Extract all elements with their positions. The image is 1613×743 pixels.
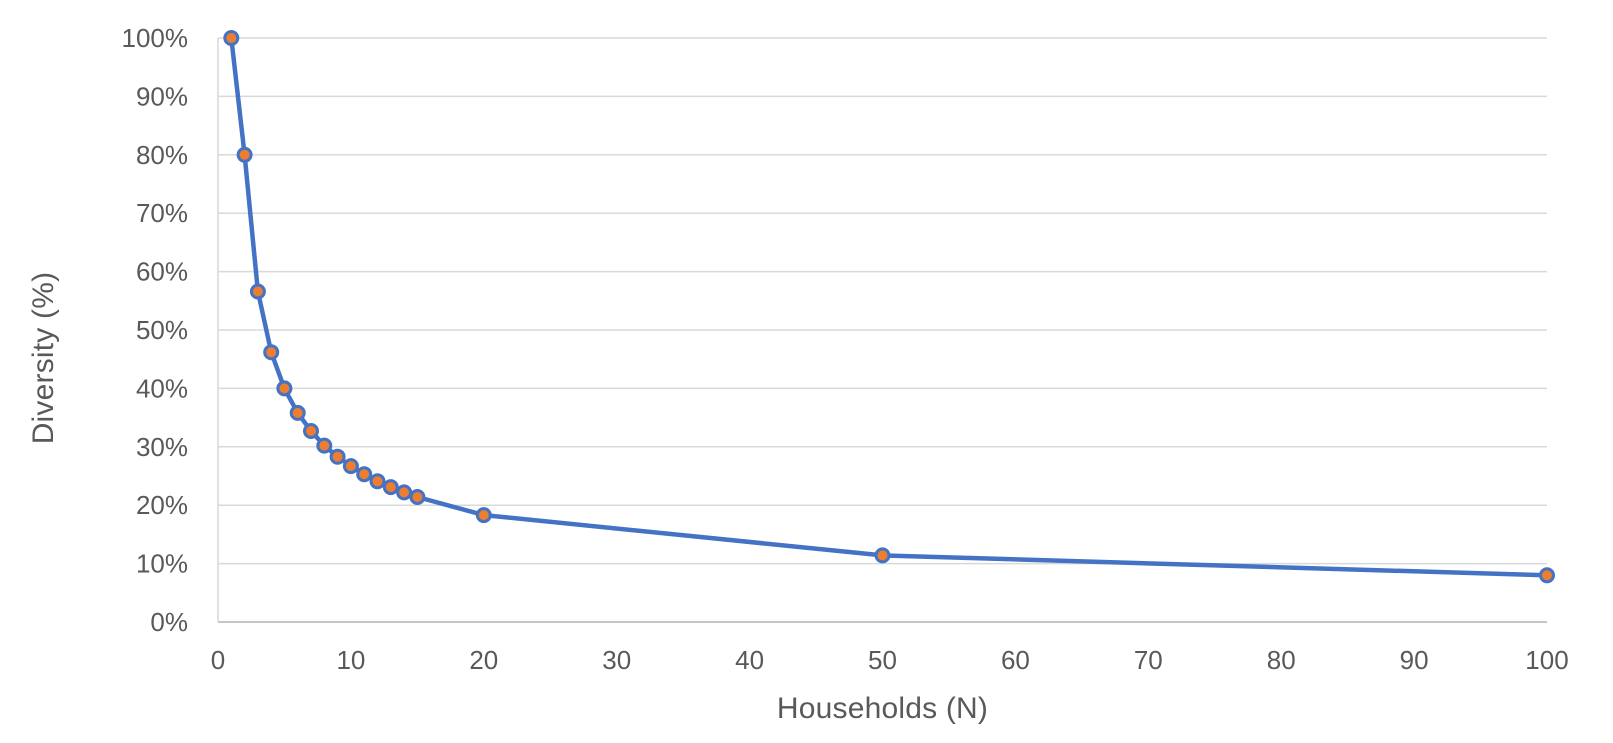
data-point-marker — [223, 30, 240, 46]
data-point-marker — [1539, 567, 1555, 584]
x-tick-label: 0 — [211, 645, 225, 675]
data-point-marker — [303, 423, 319, 439]
y-tick-label: 20% — [136, 490, 188, 520]
y-tick-label: 50% — [136, 315, 188, 345]
data-point-marker — [396, 484, 413, 501]
x-tick-label: 40 — [735, 645, 764, 675]
y-tick-label: 90% — [136, 81, 188, 111]
x-axis-title: Households (N) — [776, 692, 989, 725]
y-tick-label: 0% — [150, 607, 188, 637]
data-point-marker — [329, 448, 346, 465]
x-tick-label: 10 — [336, 645, 365, 675]
data-point-marker — [342, 458, 359, 475]
x-tick-label: 70 — [1134, 645, 1163, 675]
data-point-marker — [475, 507, 492, 524]
y-tick-label: 70% — [136, 198, 188, 228]
y-tick-label: 100% — [122, 23, 189, 53]
series-line — [229, 35, 1550, 578]
x-tick-label: 90 — [1400, 645, 1429, 675]
data-point-marker — [409, 489, 426, 505]
data-point-marker — [236, 146, 253, 163]
data-point-marker — [382, 479, 399, 496]
data-point-marker — [356, 466, 373, 483]
y-tick-label: 80% — [136, 140, 188, 170]
x-tick-label: 100 — [1525, 645, 1568, 675]
y-tick-label: 30% — [136, 432, 188, 462]
y-tick-label: 60% — [136, 257, 188, 287]
x-tick-label: 80 — [1267, 645, 1296, 675]
y-axis-title: Diversity (%) — [27, 271, 60, 445]
data-point-marker — [289, 404, 306, 421]
data-point-marker — [276, 380, 293, 397]
x-tick-label: 20 — [469, 645, 498, 675]
x-tick-label: 30 — [602, 645, 631, 675]
data-point-marker — [249, 283, 266, 300]
data-point-marker — [316, 437, 333, 454]
y-tick-label: 40% — [136, 373, 188, 403]
x-tick-label: 60 — [1001, 645, 1030, 675]
x-tick-label: 50 — [868, 645, 897, 675]
y-tick-label: 10% — [136, 549, 188, 579]
data-point-marker — [874, 547, 891, 564]
data-point-marker — [369, 473, 386, 490]
data-point-marker — [263, 344, 280, 361]
